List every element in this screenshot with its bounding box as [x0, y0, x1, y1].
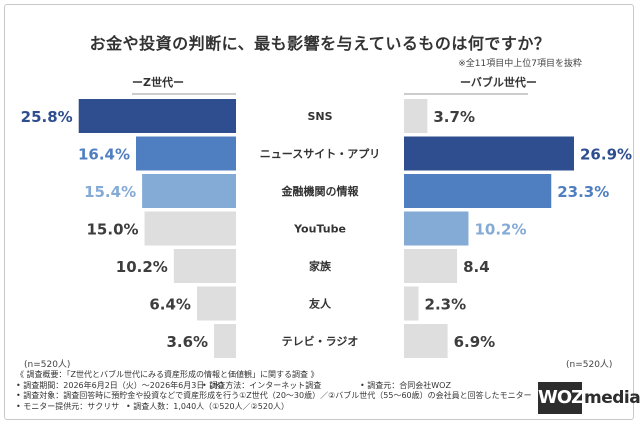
z-gen-value-label: 16.4%: [78, 146, 130, 164]
z-gen-bar: [173, 249, 236, 283]
footer-provider: • モニター提供元：サクリサ: [16, 401, 120, 411]
bubble-gen-value-label: 26.9%: [580, 146, 632, 164]
z-gen-value-label: 25.8%: [21, 108, 73, 126]
survey-footer: 《 調査概要：「Z世代とバブル世代にみる資産形成の情報と価値観」に関する調査 》…: [16, 370, 536, 412]
chart-note: ※全11項目中上位7項目を抜粋: [458, 59, 582, 69]
logo-media-wordmark: media: [584, 388, 640, 408]
left-sample-size: (n=520人): [24, 360, 71, 370]
footer-method: • 調査方法：インターネット調査: [202, 380, 322, 390]
z-gen-bar: [214, 324, 236, 358]
chart-title: お金や投資の判断に、最も影響を与えているものは何ですか？: [89, 34, 551, 53]
bubble-gen-bar: [404, 324, 448, 358]
z-gen-value-label: 15.4%: [84, 183, 136, 201]
bubble-gen-bar: [404, 211, 469, 246]
footer-line-2: • 調査期間：2026年6月2日（火）〜2026年6月3日（水）• 調査方法：イ…: [16, 381, 536, 392]
category-label: テレビ・ラジオ: [282, 334, 359, 348]
bubble-gen-value-label: 6.9%: [454, 333, 496, 351]
bubble-gen-value-label: 23.3%: [557, 183, 609, 201]
z-gen-bar: [136, 136, 236, 171]
footer-line-4: • モニター提供元：サクリサ • 調査人数：1,040人（①520人／②520人）: [16, 402, 536, 413]
footer-line-1: 《 調査概要：「Z世代とバブル世代にみる資産形成の情報と価値観」に関する調査 》: [16, 370, 319, 379]
category-label: 家族: [309, 259, 332, 273]
z-gen-bar: [78, 99, 236, 133]
z-gen-value-label: 10.2%: [116, 258, 168, 276]
category-label: YouTube: [293, 223, 346, 236]
z-gen-bar: [142, 174, 236, 208]
logo-woz-mark: WOZ: [538, 382, 584, 414]
bubble-gen-value-label: 8.4: [463, 258, 490, 276]
right-sample-size: (n=520人): [566, 360, 613, 370]
left-group-title: ーZ世代ー: [132, 76, 184, 89]
category-label: ニュースサイト・アプリ: [260, 147, 380, 161]
z-gen-bar: [196, 286, 236, 321]
z-gen-value-label: 3.6%: [166, 333, 208, 351]
woz-media-logo: WOZ media: [538, 382, 640, 414]
bubble-gen-bar: [404, 286, 419, 321]
bubble-gen-bar: [404, 99, 428, 133]
footer-line-3: • 調査対象：調査回答時に預貯金や投資などで資産形成を行う①Z世代（20〜30歳…: [16, 391, 532, 400]
category-label: 金融機関の情報: [281, 184, 360, 198]
z-gen-value-label: 15.0%: [87, 221, 139, 239]
figure-frame: [4, 4, 634, 420]
bubble-gen-value-label: 3.7%: [433, 108, 475, 126]
footer-period: • 調査期間：2026年6月2日（火）〜2026年6月3日（水）: [16, 380, 229, 390]
bubble-gen-value-label: 2.3%: [425, 296, 467, 314]
footer-count: • 調査人数：1,040人（①520人／②520人）: [126, 401, 290, 411]
bubble-gen-value-label: 10.2%: [474, 221, 526, 239]
z-gen-bar: [144, 211, 236, 246]
bubble-gen-bar: [404, 136, 574, 171]
right-group-title: ーバブル世代ー: [460, 76, 537, 89]
z-gen-value-label: 6.4%: [149, 296, 191, 314]
bubble-gen-bar: [404, 249, 458, 283]
category-label: SNS: [307, 110, 332, 123]
bubble-gen-bar: [404, 174, 552, 208]
category-label: 友人: [309, 297, 332, 311]
footer-source: • 調査元：合同会社WOZ: [360, 380, 451, 390]
